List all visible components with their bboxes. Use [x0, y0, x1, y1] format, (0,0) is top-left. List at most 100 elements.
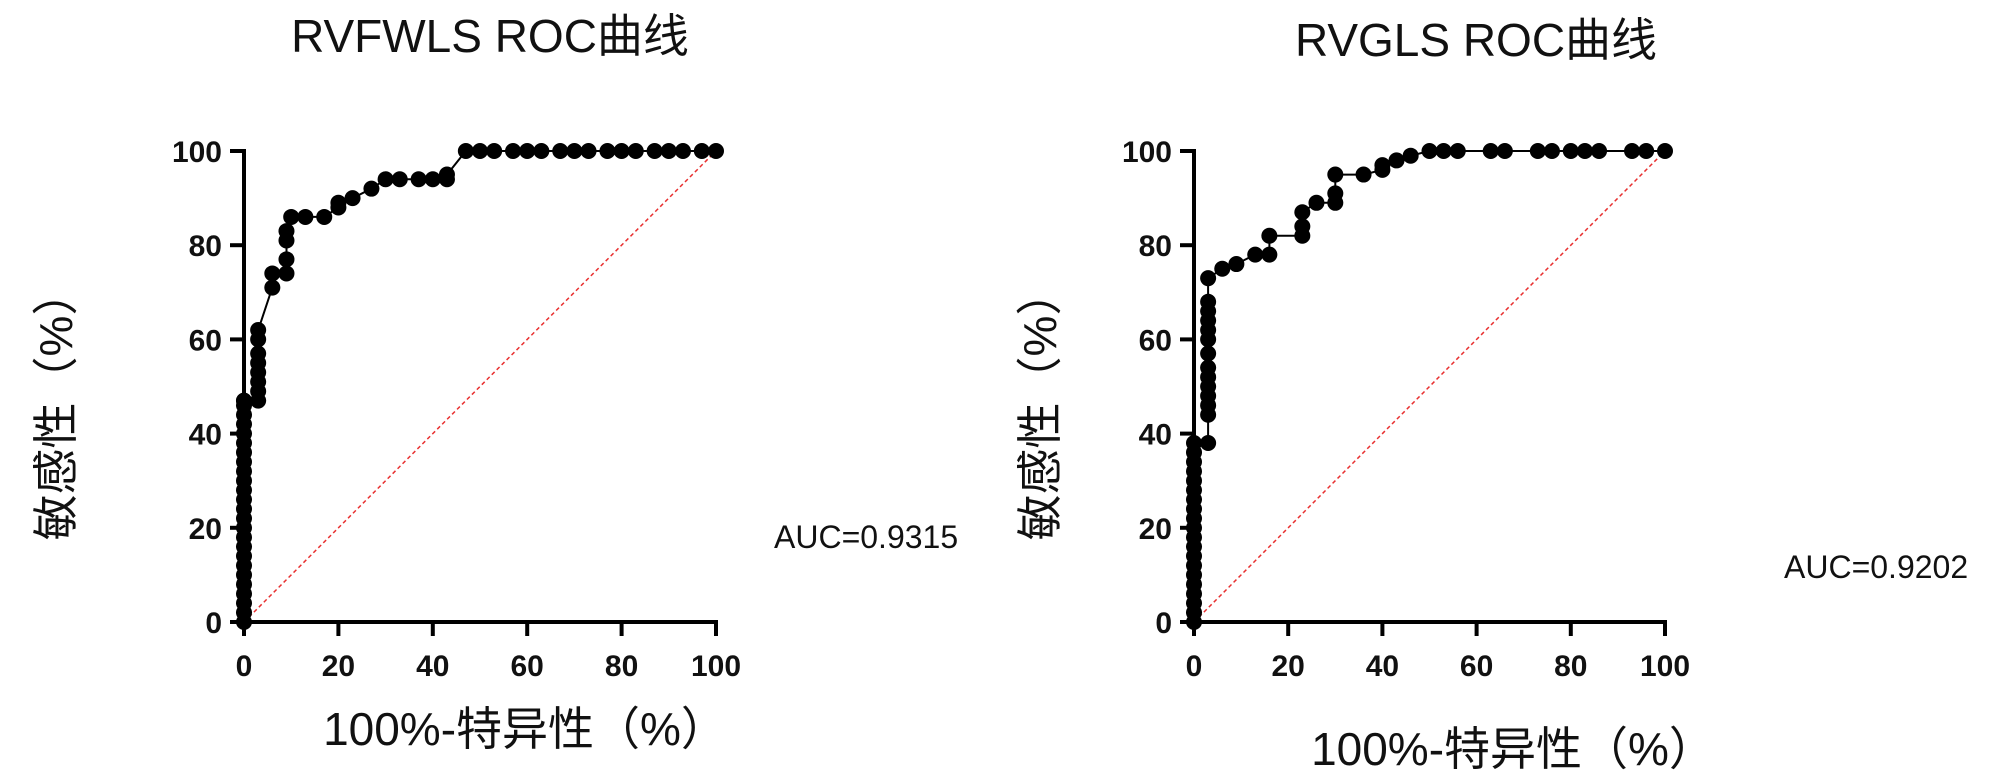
roc-point: [1624, 143, 1641, 159]
roc-point: [486, 143, 503, 159]
roc-point: [472, 143, 488, 159]
roc-point: [1374, 157, 1391, 174]
roc-point: [1529, 143, 1546, 159]
roc-point: [410, 171, 427, 188]
roc-point: [264, 265, 281, 282]
roc-point: [1591, 143, 1608, 159]
roc-point: [457, 143, 474, 159]
chart-title: RVFWLS ROC曲线: [291, 10, 689, 62]
y-tick-label: 80: [1139, 230, 1172, 263]
roc-point: [391, 171, 408, 188]
y-tick-label: 100: [1122, 136, 1172, 169]
roc-point: [278, 251, 295, 268]
y-axis-title: 敏感性（%）: [1014, 270, 1066, 541]
roc-panel-rvfwls: RVFWLS ROC曲线 敏感性（%） 100%-特异性（%） AUC=0.93…: [30, 10, 958, 755]
auc-annotation: AUC=0.9202: [1784, 549, 1968, 585]
roc-point: [1294, 204, 1311, 221]
roc-point: [552, 143, 569, 159]
roc-point: [1327, 185, 1344, 202]
roc-point: [708, 143, 724, 159]
y-axis-title: 敏感性（%）: [30, 270, 82, 541]
x-tick-label: 0: [1186, 650, 1203, 683]
reference-line: [243, 150, 717, 623]
y-tick-label: 0: [1155, 607, 1172, 640]
roc-point: [1421, 143, 1438, 159]
x-tick-label: 100: [691, 650, 741, 683]
x-tick-label: 60: [511, 650, 544, 683]
y-tick-label: 40: [1139, 419, 1172, 452]
x-tick-label: 20: [1272, 650, 1305, 683]
roc-point: [1200, 359, 1217, 376]
roc-point: [674, 143, 691, 159]
roc-point: [1576, 143, 1593, 159]
roc-point: [1261, 246, 1278, 263]
x-tick-label: 80: [605, 650, 638, 683]
roc-point: [330, 194, 347, 211]
roc-point: [1496, 143, 1513, 159]
roc-point: [693, 143, 710, 159]
x-tick-label: 60: [1460, 650, 1493, 683]
roc-point: [1294, 218, 1311, 235]
y-tick-label: 80: [189, 230, 222, 263]
roc-point: [424, 171, 441, 188]
x-tick-label: 40: [416, 650, 449, 683]
roc-point: [250, 321, 267, 338]
roc-point: [1214, 260, 1231, 277]
roc-point: [1449, 143, 1466, 159]
y-tick-label: 20: [1139, 513, 1172, 546]
plot-area: 0 20 40 60 80 100 0 20 40 60 80 100: [172, 136, 741, 683]
y-tick-label: 60: [189, 324, 222, 357]
x-tick-label: 80: [1554, 650, 1587, 683]
y-tick-label: 100: [172, 136, 222, 169]
roc-point: [1247, 246, 1264, 263]
reference-line: [1193, 150, 1666, 623]
roc-point: [1388, 152, 1405, 169]
roc-point: [236, 392, 252, 409]
x-tick-label: 40: [1366, 650, 1399, 683]
roc-point: [660, 143, 677, 159]
roc-point: [363, 180, 380, 197]
roc-point: [1435, 143, 1452, 159]
x-tick-label: 20: [322, 650, 355, 683]
chart-title: RVGLS ROC曲线: [1295, 14, 1657, 66]
roc-point: [1327, 166, 1344, 183]
plot-area: 0 20 40 60 80 100 0 20 40 60 80 100: [1122, 136, 1690, 683]
roc-point: [1638, 143, 1655, 159]
roc-point: [1308, 194, 1325, 211]
y-tick-label: 40: [189, 419, 222, 452]
roc-point: [1186, 435, 1202, 452]
roc-point: [264, 279, 281, 296]
roc-point: [1200, 270, 1217, 287]
roc-point: [377, 171, 394, 188]
roc-point: [278, 223, 295, 240]
roc-point: [250, 345, 267, 362]
x-tick-label: 100: [1640, 650, 1690, 683]
roc-point: [566, 143, 583, 159]
roc-point: [646, 143, 663, 159]
roc-point: [1228, 256, 1245, 273]
roc-point: [1482, 143, 1499, 159]
roc-point: [1562, 143, 1579, 159]
y-tick-label: 20: [189, 513, 222, 546]
roc-point: [283, 208, 300, 225]
roc-point: [1355, 166, 1372, 183]
roc-panel-rvgls: RVGLS ROC曲线 敏感性（%） 100%-特异性（%） AUC=0.920…: [1014, 14, 1968, 775]
roc-point: [278, 265, 295, 282]
roc-point: [1261, 227, 1278, 244]
roc-point: [1657, 143, 1673, 159]
y-tick-label: 0: [205, 607, 222, 640]
roc-point: [505, 143, 522, 159]
x-axis-title: 100%-特异性（%）: [1311, 723, 1715, 775]
roc-point: [580, 143, 597, 159]
roc-point: [297, 208, 314, 225]
x-tick-label: 0: [236, 650, 253, 683]
auc-annotation: AUC=0.9315: [774, 519, 958, 555]
roc-point: [533, 143, 550, 159]
roc-point: [613, 143, 630, 159]
roc-point: [344, 190, 361, 207]
roc-point: [627, 143, 644, 159]
roc-point: [1543, 143, 1560, 159]
roc-point: [316, 208, 333, 225]
roc-point: [1200, 435, 1217, 452]
